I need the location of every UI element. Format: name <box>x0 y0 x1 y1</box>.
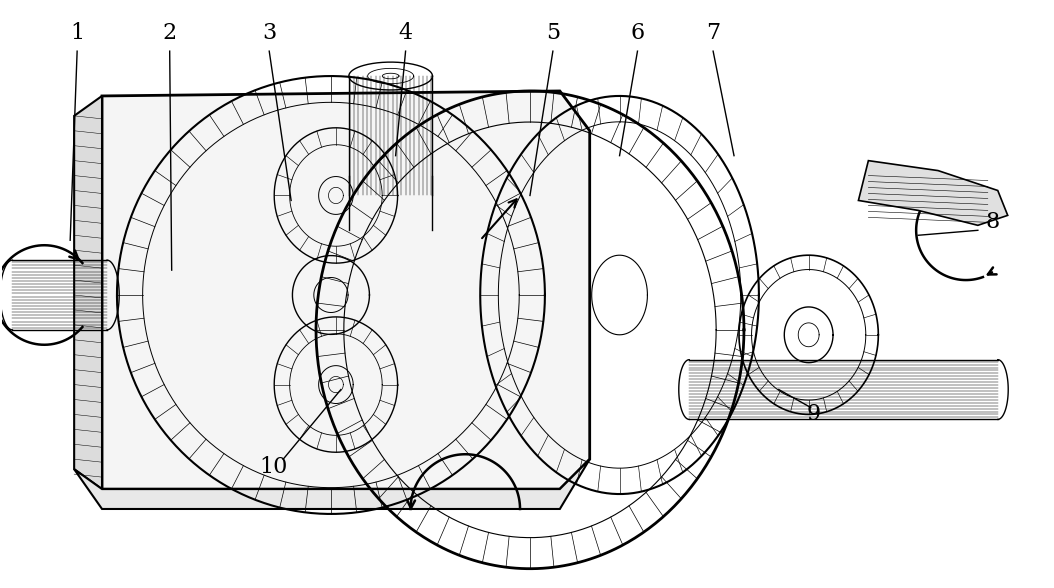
Text: 9: 9 <box>806 403 821 426</box>
Text: 4: 4 <box>398 22 412 44</box>
Text: 5: 5 <box>546 22 560 44</box>
Polygon shape <box>74 96 102 489</box>
Text: 8: 8 <box>985 211 1000 233</box>
Text: 3: 3 <box>262 22 276 44</box>
Polygon shape <box>858 161 1008 225</box>
Text: 10: 10 <box>259 456 288 478</box>
Text: 2: 2 <box>162 22 177 44</box>
Polygon shape <box>102 91 589 489</box>
Polygon shape <box>74 459 589 509</box>
Text: 1: 1 <box>70 22 84 44</box>
Text: 6: 6 <box>630 22 645 44</box>
Text: 7: 7 <box>706 22 720 44</box>
